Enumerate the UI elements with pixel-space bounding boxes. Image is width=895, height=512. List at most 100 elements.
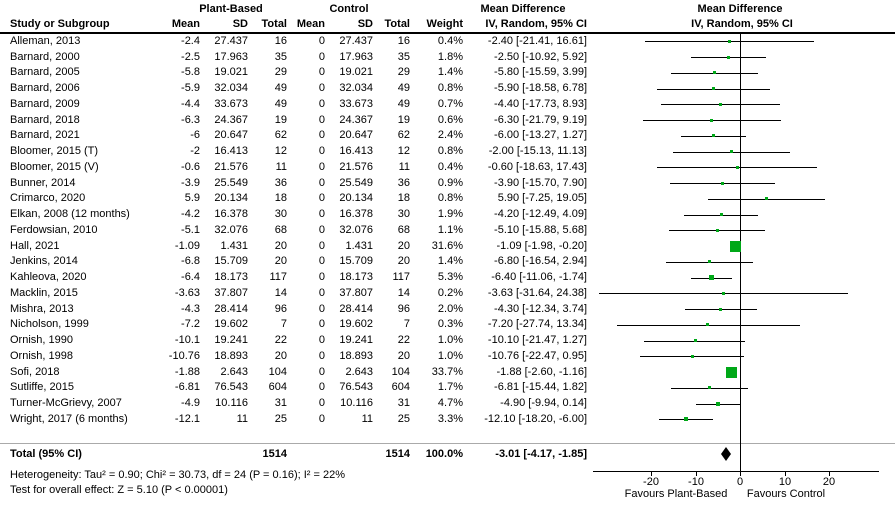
cell-n1: 14 — [274, 287, 287, 299]
cell-n1: 604 — [268, 381, 287, 393]
cell-sd1: 11 — [236, 413, 248, 425]
cell-weight: 4.7% — [437, 397, 463, 409]
cell-n2: 49 — [397, 82, 410, 94]
cell-n2: 7 — [403, 318, 410, 330]
effect-marker — [728, 40, 731, 43]
cell-weight: 0.7% — [437, 98, 463, 110]
axis-tick-label: 20 — [822, 476, 836, 488]
cell-sd1: 15.709 — [214, 255, 248, 267]
cell-sd2: 19.241 — [339, 334, 373, 346]
cell-n2: 104 — [391, 366, 410, 378]
plot-header-iv-ci: IV, Random, 95% CI — [691, 18, 793, 30]
study-name: Barnard, 2005 — [10, 66, 80, 78]
cell-weight: 1.4% — [437, 66, 463, 78]
cell-sd2: 27.437 — [339, 35, 373, 47]
cell-mean1: -5.1 — [181, 224, 200, 236]
cell-sd2: 18.173 — [339, 271, 373, 283]
effect-marker — [706, 323, 709, 326]
effect-marker — [691, 355, 694, 358]
cell-sd2: 19.021 — [339, 66, 373, 78]
study-name: Sutliffe, 2015 — [10, 381, 75, 393]
cell-mean2: 0 — [318, 208, 325, 220]
cell-sd1: 24.367 — [214, 114, 248, 126]
cell-n2: 49 — [397, 98, 410, 110]
cell-sd1: 28.414 — [214, 303, 248, 315]
cell-sd2: 32.076 — [339, 224, 373, 236]
cell-sd2: 16.378 — [339, 208, 373, 220]
cell-mean2: 0 — [318, 192, 325, 204]
cell-mean1: -4.3 — [181, 303, 200, 315]
study-name: Mishra, 2013 — [10, 303, 74, 315]
group-header-control: Control — [329, 3, 369, 15]
cell-n2: 20 — [397, 240, 410, 252]
cell-md_text: -4.30 [-12.34, 3.74] — [494, 303, 587, 315]
cell-n1: 20 — [274, 255, 287, 267]
cell-n2: 22 — [397, 334, 410, 346]
cell-mean1: -1.88 — [174, 366, 200, 378]
cell-weight: 0.4% — [437, 161, 463, 173]
total-label: Total (95% CI) — [10, 448, 82, 460]
axis-tick — [651, 471, 652, 476]
cell-mean1: -2 — [190, 145, 200, 157]
cell-md_text: -4.40 [-17.73, 8.93] — [494, 98, 587, 110]
cell-sd1: 25.549 — [214, 177, 248, 189]
cell-n1: 18 — [274, 192, 287, 204]
cell-mean2: 0 — [318, 161, 325, 173]
cell-mean2: 0 — [318, 271, 325, 283]
cell-md_text: -5.90 [-18.58, 6.78] — [494, 82, 587, 94]
cell-weight: 1.0% — [437, 350, 463, 362]
header-divider-line — [0, 32, 895, 34]
cell-mean1: -1.09 — [174, 240, 200, 252]
total-weight: 100.0% — [425, 448, 463, 460]
column-header-mean-pb: Mean — [171, 18, 200, 30]
cell-sd1: 27.437 — [214, 35, 248, 47]
effect-marker — [716, 229, 719, 232]
cell-n1: 49 — [274, 82, 287, 94]
effect-marker — [716, 402, 720, 406]
axis-tick — [829, 471, 830, 476]
cell-sd1: 18.173 — [214, 271, 248, 283]
cell-sd1: 21.576 — [214, 161, 248, 173]
cell-n1: 25 — [274, 413, 287, 425]
cell-weight: 1.0% — [437, 334, 463, 346]
favours-left-label: Favours Plant-Based — [624, 488, 728, 500]
study-name: Sofi, 2018 — [10, 366, 60, 378]
cell-mean2: 0 — [318, 350, 325, 362]
cell-sd2: 2.643 — [345, 366, 373, 378]
cell-md_text: -3.90 [-15.70, 7.90] — [494, 177, 587, 189]
cell-n1: 96 — [274, 303, 287, 315]
cell-n2: 31 — [397, 397, 410, 409]
cell-md_text: -6.40 [-11.06, -1.74] — [491, 271, 587, 283]
cell-md_text: -2.40 [-21.41, 16.61] — [487, 35, 587, 47]
cell-mean1: -6.4 — [181, 271, 200, 283]
cell-sd1: 1.431 — [220, 240, 248, 252]
cell-mean2: 0 — [318, 413, 325, 425]
cell-weight: 0.9% — [437, 177, 463, 189]
effect-marker — [719, 308, 722, 311]
cell-weight: 33.7% — [431, 366, 463, 378]
cell-sd2: 19.602 — [339, 318, 373, 330]
cell-weight: 0.2% — [437, 287, 463, 299]
cell-mean1: -4.9 — [181, 397, 200, 409]
study-name: Wright, 2017 (6 months) — [10, 413, 128, 425]
cell-n1: 20 — [274, 350, 287, 362]
cell-mean2: 0 — [318, 224, 325, 236]
cell-weight: 0.8% — [437, 192, 463, 204]
cell-sd2: 15.709 — [339, 255, 373, 267]
effect-marker — [736, 166, 739, 169]
cell-sd1: 17.963 — [214, 51, 248, 63]
cell-n2: 604 — [391, 381, 410, 393]
cell-n2: 25 — [397, 413, 410, 425]
cell-n1: 62 — [274, 129, 287, 141]
effect-marker — [726, 367, 737, 378]
cell-mean1: -7.2 — [181, 318, 200, 330]
study-name: Turner-McGrievy, 2007 — [10, 397, 122, 409]
cell-mean1: -5.9 — [181, 82, 200, 94]
total-n-control: 1514 — [385, 448, 410, 460]
cell-md_text: -6.30 [-21.79, 9.19] — [494, 114, 587, 126]
overall-effect-test: Test for overall effect: Z = 5.10 (P < 0… — [10, 484, 228, 496]
cell-sd2: 32.034 — [339, 82, 373, 94]
cell-sd1: 19.021 — [214, 66, 248, 78]
cell-n1: 36 — [274, 177, 287, 189]
